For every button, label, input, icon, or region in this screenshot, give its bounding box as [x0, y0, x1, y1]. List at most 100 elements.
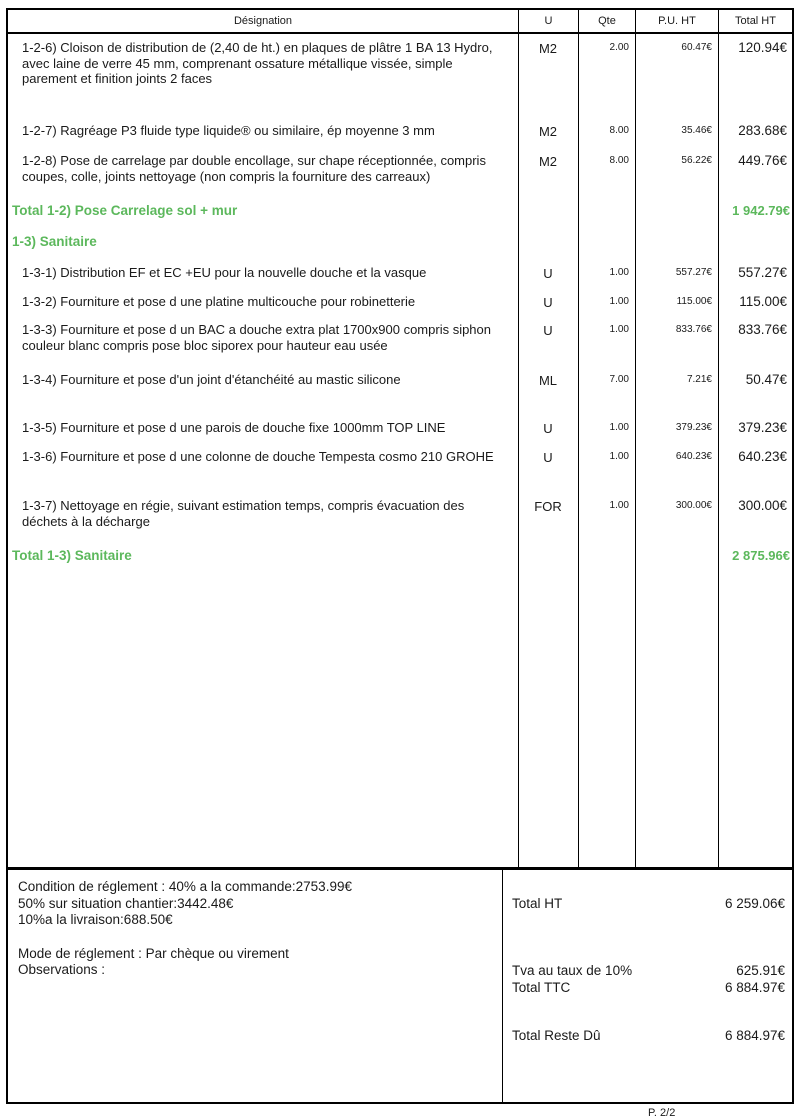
row-designation: Total 1-2) Pose Carrelage sol + mur — [12, 203, 238, 218]
section-row: 1-3) Sanitaire — [8, 234, 792, 250]
row-unit: FOR — [534, 499, 562, 514]
row-qty: 1.00 — [609, 422, 629, 433]
row-designation: Total 1-3) Sanitaire — [12, 548, 132, 563]
footer-total-row: Total Reste Dû 6 884.97€ — [503, 1028, 792, 1043]
row-designation: 1-3-5) Fourniture et pose d une parois d… — [22, 420, 446, 435]
footer-total-label: Total HT — [512, 896, 563, 911]
row-unit-price: 115.00€ — [676, 296, 712, 307]
row-unit-price: 35.46€ — [681, 125, 712, 136]
row-qty: 1.00 — [609, 296, 629, 307]
payment-terms: Condition de réglement : 40% a la comman… — [8, 870, 503, 1102]
row-total: 283.68€ — [738, 123, 787, 138]
row-unit: U — [543, 295, 553, 310]
row-qty: 7.00 — [609, 374, 629, 385]
page-number: P. 2/2 — [648, 1107, 676, 1119]
row-unit: U — [543, 323, 553, 338]
row-unit: ML — [538, 373, 558, 388]
table-row: 1-3-7) Nettoyage en régie, suivant estim… — [8, 498, 792, 529]
row-unit — [518, 203, 578, 219]
table-row: 1-2-7) Ragréage P3 fluide type liquide® … — [8, 123, 792, 139]
row-unit: U — [543, 421, 553, 436]
column-divider — [718, 34, 719, 867]
row-total: 2 875.96€ — [732, 548, 790, 563]
column-divider — [635, 34, 636, 867]
table-row: 1-2-8) Pose de carrelage par double enco… — [8, 153, 792, 184]
column-header-unit-price: P.U. HT — [635, 10, 718, 32]
row-unit: M2 — [538, 124, 558, 139]
row-qty: 1.00 — [609, 451, 629, 462]
row-unit-price — [635, 234, 718, 250]
footer-total-value: 625.91€ — [736, 963, 785, 978]
column-divider — [578, 34, 579, 867]
footer-total-value: 6 884.97€ — [724, 980, 785, 995]
row-unit-price: 300.00€ — [675, 500, 712, 511]
row-total: 833.76€ — [738, 322, 787, 337]
row-qty: 8.00 — [609, 125, 629, 136]
footer-total-value: 6 884.97€ — [724, 1028, 785, 1043]
row-designation: 1-3-6) Fourniture et pose d une colonne … — [22, 449, 494, 464]
row-qty — [578, 203, 635, 219]
payment-line: 50% sur situation chantier:3442.48€ — [18, 895, 234, 911]
row-designation: 1-3-1) Distribution EF et EC +EU pour la… — [22, 265, 427, 280]
row-designation: 1-2-7) Ragréage P3 fluide type liquide® … — [22, 123, 435, 138]
footer-total-label: Total Reste Dû — [512, 1028, 601, 1043]
footer-total-label: Total TTC — [512, 980, 571, 995]
row-unit-price: 56.22€ — [681, 155, 712, 166]
row-unit-price: 60.47€ — [681, 42, 712, 53]
row-unit-price — [635, 548, 718, 564]
row-qty: 1.00 — [609, 500, 629, 511]
row-total: 120.94€ — [738, 40, 787, 55]
row-qty: 2.00 — [609, 42, 629, 53]
row-designation: 1-3) Sanitaire — [12, 234, 97, 249]
table-row: 1-3-4) Fourniture et pose d'un joint d'é… — [8, 372, 792, 388]
table-row: 1-3-5) Fourniture et pose d une parois d… — [8, 420, 792, 436]
table-header-row: Désignation U Qte P.U. HT Total HT — [8, 10, 792, 34]
column-header-total: Total HT — [718, 10, 792, 32]
row-designation: 1-3-7) Nettoyage en régie, suivant estim… — [22, 498, 465, 529]
row-unit: M2 — [538, 41, 558, 56]
table-row: 1-3-6) Fourniture et pose d une colonne … — [8, 449, 792, 465]
row-unit-price: 7.21€ — [686, 374, 712, 385]
column-header-designation: Désignation — [233, 15, 293, 27]
footer-total-row: Tva au taux de 10% 625.91€ — [503, 963, 792, 978]
row-total: 300.00€ — [738, 498, 787, 513]
total-row: Total 1-2) Pose Carrelage sol + mur 1 942… — [8, 203, 792, 219]
row-qty: 1.00 — [609, 324, 629, 335]
row-total: 640.23€ — [738, 449, 787, 464]
row-qty — [578, 234, 635, 250]
table-row: 1-2-6) Cloison de distribution de (2,40 … — [8, 40, 792, 87]
row-unit-price: 379.23€ — [675, 422, 712, 433]
column-divider — [518, 34, 519, 867]
row-unit-price: 557.27€ — [675, 267, 712, 278]
row-designation: 1-3-3) Fourniture et pose d un BAC a dou… — [22, 322, 491, 353]
row-designation: 1-3-2) Fourniture et pose d une platine … — [22, 294, 416, 309]
row-total: 449.76€ — [738, 153, 787, 168]
row-designation: 1-2-8) Pose de carrelage par double enco… — [22, 153, 486, 184]
footer-total-label: Tva au taux de 10% — [512, 963, 633, 978]
row-unit-price: 640.23€ — [675, 451, 712, 462]
row-unit-price: 833.76€ — [675, 324, 712, 335]
table-row: 1-3-2) Fourniture et pose d une platine … — [8, 294, 792, 310]
row-unit — [518, 548, 578, 564]
footer-total-row: Total TTC 6 884.97€ — [503, 980, 792, 995]
column-header-qty: Qte — [578, 10, 635, 32]
payment-line: Condition de réglement : 40% a la comman… — [18, 879, 352, 894]
row-unit-price — [635, 203, 718, 219]
row-unit: U — [543, 450, 553, 465]
row-unit: U — [543, 266, 553, 281]
observations-line: Observations : — [18, 962, 106, 977]
row-total: 115.00€ — [739, 294, 787, 309]
footer-box: Condition de réglement : 40% a la comman… — [8, 870, 792, 1102]
footer-total-row: Total HT 6 259.06€ — [503, 896, 792, 911]
column-header-unit: U — [518, 10, 578, 32]
row-total: 50.47€ — [745, 372, 787, 387]
row-qty: 1.00 — [609, 267, 629, 278]
payment-line: 10%a la livraison:688.50€ — [18, 912, 173, 927]
table-body: 1-2-6) Cloison de distribution de (2,40 … — [8, 34, 792, 870]
row-qty: 8.00 — [609, 155, 629, 166]
row-total: 557.27€ — [738, 265, 787, 280]
invoice-document: Désignation U Qte P.U. HT Total HT 1-2-6… — [6, 8, 794, 1104]
row-designation: 1-2-6) Cloison de distribution de (2,40 … — [22, 40, 493, 86]
totals-panel: Total HT 6 259.06€ Tva au taux de 10% 625.9… — [503, 870, 792, 1102]
table-row: 1-3-3) Fourniture et pose d un BAC a dou… — [8, 322, 792, 353]
